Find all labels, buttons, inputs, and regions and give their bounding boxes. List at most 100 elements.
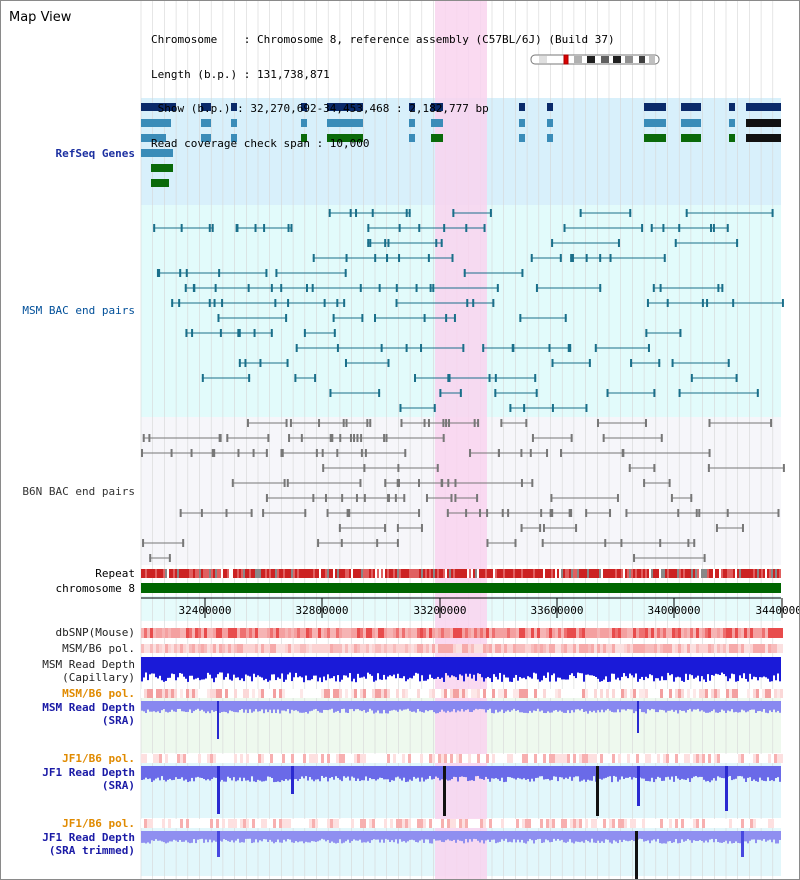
- chromosome-ideogram[interactable]: [529, 54, 663, 66]
- msm-depth-cap-bar: [619, 657, 621, 681]
- jf1-b6-pol-cell: [618, 754, 621, 763]
- msm-depth-cap-bar: [557, 657, 559, 678]
- repeat-segment: [659, 569, 661, 578]
- repeat-segment: [447, 569, 449, 578]
- repeat-segment: [755, 569, 757, 578]
- msm-depth-sra-bar: [657, 701, 659, 713]
- depth-spike: [635, 831, 638, 879]
- jf1-b6-pol-2-cell: [210, 819, 213, 828]
- jf1-depth-bar: [659, 766, 661, 778]
- msm-read-depth-sra-label[interactable]: MSM Read Depth: [42, 701, 135, 714]
- b6n-bac-track-label[interactable]: B6N BAC end pairs: [22, 485, 135, 498]
- jf1-b6-pol-2-cell: [657, 819, 660, 828]
- msm-depth-sra-bar: [203, 701, 205, 712]
- msm-read-depth-capillary-label[interactable]: MSM Read Depth: [42, 658, 135, 671]
- jf1-b6-pol-cell: [534, 754, 537, 763]
- jf1-b6-pol-cell: [165, 754, 168, 763]
- msm-depth-sra-bar: [407, 701, 409, 709]
- jf1-read-depth-trimmed-label[interactable]: JF1 Read Depth: [42, 831, 135, 844]
- msm-depth-sra-bar: [353, 701, 355, 712]
- msm-b6-pol-sra-cell: [408, 689, 411, 698]
- msm-bac-track-label[interactable]: MSM BAC end pairs: [22, 304, 135, 317]
- msm-bac-pair-end: [218, 269, 221, 277]
- msm-b6-pol-sra-track-label[interactable]: MSM/B6 pol.: [62, 687, 135, 700]
- jf1-b6-pol-cell: [270, 754, 273, 763]
- jf1-depth-bar: [375, 766, 377, 781]
- msm-depth-cap-bar: [211, 657, 213, 679]
- jf1-trim-depth-bar: [669, 831, 671, 842]
- jf1-b6-pol-2-cell: [141, 819, 144, 828]
- b6n-bac-pair-end: [190, 449, 193, 457]
- jf1-depth-bar: [301, 766, 303, 777]
- jf1-b6-pol-cell: [609, 754, 612, 763]
- jf1-b6-pol-2-track-label[interactable]: JF1/B6 pol.: [62, 817, 135, 830]
- jf1-b6-pol-track-label[interactable]: JF1/B6 pol.: [62, 752, 135, 765]
- msm-b6-pol-cell: [711, 644, 714, 653]
- dbsnp-track-label[interactable]: dbSNP(Mouse): [55, 626, 135, 639]
- msm-depth-cap-bar: [343, 657, 345, 676]
- msm-depth-sra-bar: [157, 701, 159, 712]
- jf1-b6-pol-2-cell: [636, 819, 639, 828]
- msm-b6-pol-cell: [633, 644, 636, 653]
- refseq-track-label[interactable]: RefSeq Genes: [55, 147, 135, 160]
- msm-depth-cap-bar: [183, 657, 185, 677]
- msm-depth-sra-bar: [579, 701, 581, 711]
- jf1-b6-pol-cell: [591, 754, 594, 763]
- b6n-bac-pair-end: [436, 464, 439, 472]
- msm-bac-pair-end: [617, 239, 620, 247]
- dbsnp-cell: [441, 628, 444, 638]
- msm-bac-pair-end: [156, 269, 159, 277]
- jf1-depth-bar: [689, 766, 691, 782]
- b6n-bac-pair-end: [668, 479, 671, 487]
- msm-depth-sra-bar: [661, 701, 663, 710]
- jf1-trim-depth-bar: [575, 831, 577, 842]
- msm-depth-sra-bar: [387, 701, 389, 714]
- repeat-segment: [435, 569, 437, 578]
- jf1-trim-depth-bar: [185, 831, 187, 841]
- jf1-trim-depth-bar: [589, 831, 591, 843]
- msm-b6-pol-cell: [534, 644, 537, 653]
- msm-depth-cap-bar: [361, 657, 363, 678]
- repeat-segment: [155, 569, 157, 578]
- repeat-segment: [167, 569, 169, 578]
- jf1-depth-bar: [757, 766, 759, 782]
- msm-depth-cap-bar: [497, 657, 499, 680]
- msm-depth-cap-bar: [773, 657, 775, 676]
- msm-depth-sra-bar: [223, 701, 225, 712]
- msm-depth-sra-bar: [451, 701, 453, 712]
- repeat-segment: [413, 569, 415, 578]
- jf1-depth-bar: [703, 766, 705, 780]
- msm-b6-pol-sra-cell: [747, 689, 750, 698]
- repeat-segment: [407, 569, 409, 578]
- repeat-segment: [319, 569, 321, 578]
- jf1-b6-pol-2-cell: [192, 819, 195, 828]
- msm-b6-pol-cell: [447, 644, 450, 653]
- refseq-gene: [141, 119, 171, 127]
- jf1-read-depth-label[interactable]: JF1 Read Depth: [42, 766, 135, 779]
- jf1-trim-depth-bar: [317, 831, 319, 842]
- msm-depth-cap-bar: [663, 657, 665, 681]
- jf1-depth-bar: [567, 766, 569, 779]
- b6n-bac-pair-end: [514, 539, 517, 547]
- msm-b6-pol-track-label[interactable]: MSM/B6 pol.: [62, 642, 135, 655]
- repeat-segment: [433, 569, 435, 578]
- msm-depth-sra-bar: [577, 701, 579, 710]
- jf1-trim-depth-bar: [723, 831, 725, 843]
- b6n-bac-pair-end: [465, 509, 468, 517]
- dbsnp-cell: [615, 628, 618, 638]
- repeat-segment: [281, 569, 283, 578]
- jf1-b6-pol-2-cell: [705, 819, 708, 828]
- jf1-b6-pol-cell: [429, 754, 432, 763]
- msm-depth-sra-bar: [695, 701, 697, 710]
- msm-depth-sra-bar: [605, 701, 607, 711]
- jf1-depth-bar: [707, 766, 709, 781]
- msm-depth-cap-bar: [777, 657, 779, 674]
- dbsnp-cell: [240, 628, 243, 638]
- dbsnp-cell: [642, 628, 645, 638]
- chromosome-track-label[interactable]: chromosome 8: [55, 582, 135, 595]
- repeat-segment: [237, 569, 239, 578]
- repeat-track-label[interactable]: Repeat: [95, 567, 135, 580]
- jf1-trim-depth-bar: [141, 831, 143, 843]
- jf1-b6-pol-cell: [639, 754, 642, 763]
